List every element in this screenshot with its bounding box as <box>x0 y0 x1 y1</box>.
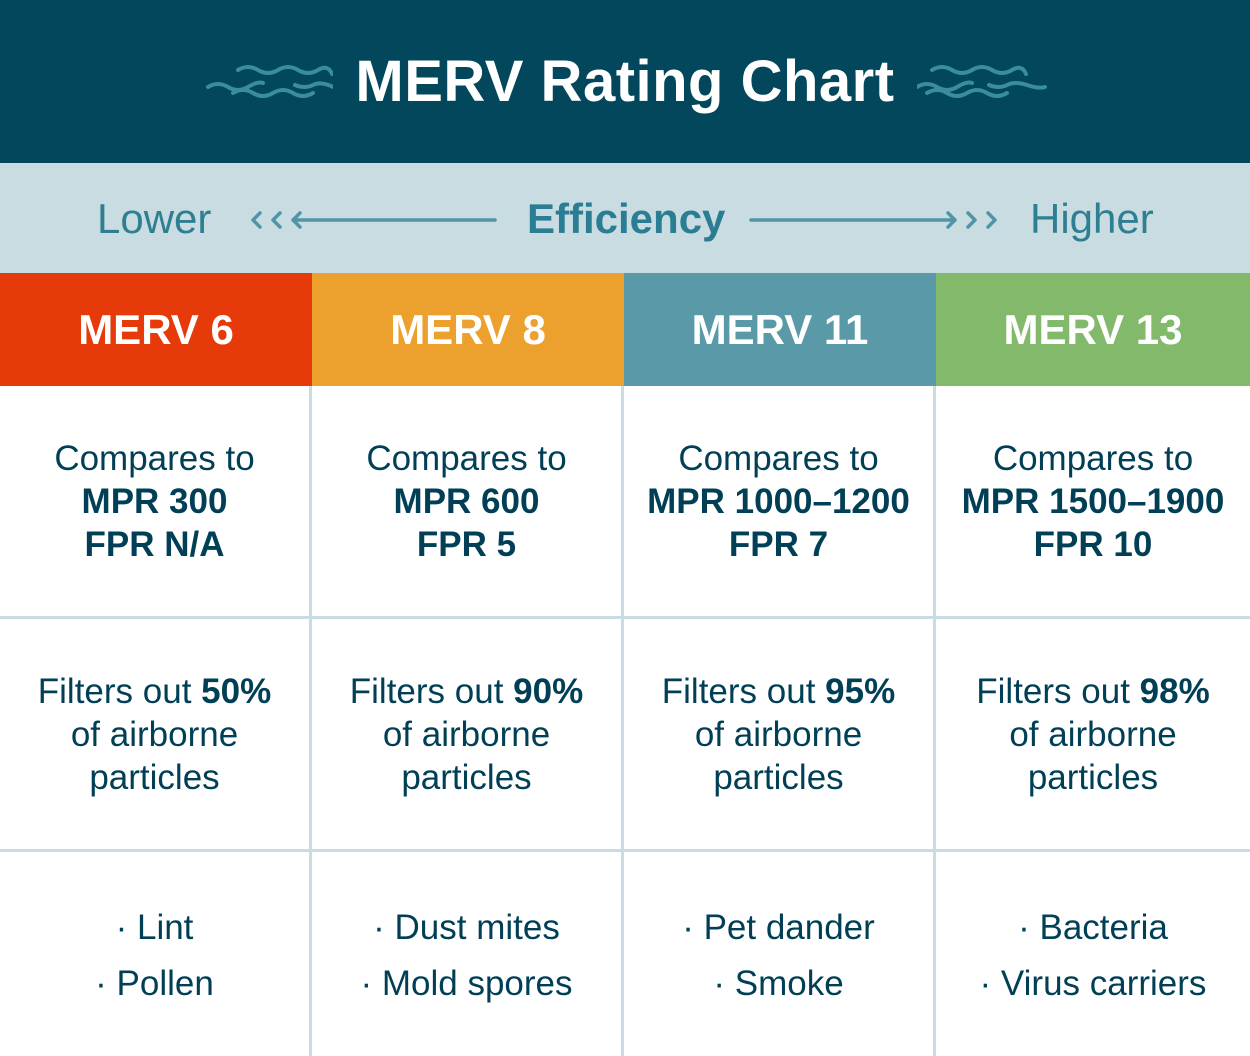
filters-text: particles <box>713 757 844 797</box>
filter-percent: 98% <box>1139 671 1210 711</box>
merv-header: MERV 13 <box>936 273 1250 386</box>
filters-text: Filters out <box>661 671 826 711</box>
arrow-right-icon <box>749 211 997 229</box>
filter-percent: 50% <box>201 671 272 711</box>
list-item: · Pollen <box>95 964 214 1003</box>
fpr-value: FPR 10 <box>1033 524 1153 564</box>
waves-icon <box>916 64 1047 98</box>
arrow-left-icon <box>251 211 497 229</box>
mpr-value: MPR 1500–1900 <box>961 481 1225 521</box>
lower-label: Lower <box>97 195 212 242</box>
filters-text: of airborne <box>382 714 551 754</box>
filters-cell: Filters out 90% of airborne particles <box>312 619 624 852</box>
filters-cell: Filters out 98% of airborne particles <box>936 619 1250 852</box>
header: MERV Rating Chart <box>0 0 1250 163</box>
merv-header: MERV 6 <box>0 273 312 386</box>
particles-cell: · Bacteria · Virus carriers <box>936 852 1250 1056</box>
list-item: · Pet dander <box>682 908 875 947</box>
compares-label: Compares to <box>678 438 879 478</box>
page-title: MERV Rating Chart <box>355 49 895 114</box>
filters-cell: Filters out 95% of airborne particles <box>624 619 936 852</box>
higher-label: Higher <box>1030 195 1154 242</box>
compares-cell: Compares to MPR 1000–1200 FPR 7 <box>624 386 936 619</box>
filters-text: of airborne <box>694 714 863 754</box>
particles-cell: · Pet dander · Smoke <box>624 852 936 1056</box>
merv-header: MERV 8 <box>312 273 624 386</box>
filters-text: of airborne <box>70 714 239 754</box>
compares-label: Compares to <box>366 438 567 478</box>
merv-header: MERV 11 <box>624 273 936 386</box>
fpr-value: FPR N/A <box>84 524 225 564</box>
fpr-value: FPR 7 <box>728 524 829 564</box>
compares-label: Compares to <box>54 438 255 478</box>
mpr-value: MPR 1000–1200 <box>647 481 910 521</box>
filters-text: particles <box>89 757 220 797</box>
fpr-value: FPR 5 <box>416 524 517 564</box>
efficiency-band: Lower Efficiency Higher <box>0 163 1250 273</box>
filters-text: Filters out <box>37 671 202 711</box>
list-item: · Virus carriers <box>979 964 1207 1003</box>
merv-table: MERV 6 MERV 8 MERV 11 MERV 13 Compares to MPR… <box>0 273 1250 1056</box>
particles-cell: · Lint · Pollen <box>0 852 312 1056</box>
particles-cell: · Dust mites · Mold spores <box>312 852 624 1056</box>
mpr-value: MPR 300 <box>81 481 228 521</box>
compares-cell: Compares to MPR 1500–1900 FPR 10 <box>936 386 1250 619</box>
compares-cell: Compares to MPR 600 FPR 5 <box>312 386 624 619</box>
list-item: · Bacteria <box>1018 908 1168 947</box>
filters-cell: Filters out 50% of airborne particles <box>0 619 312 852</box>
list-item: · Dust mites <box>373 908 560 947</box>
mpr-value: MPR 600 <box>393 481 540 521</box>
list-item: · Mold spores <box>360 964 573 1003</box>
filters-text: Filters out <box>976 671 1140 711</box>
efficiency-label: Efficiency <box>527 195 726 242</box>
filters-text: particles <box>1027 757 1159 797</box>
filter-percent: 90% <box>513 671 584 711</box>
filters-text: Filters out <box>349 671 514 711</box>
filters-text: of airborne <box>1009 714 1177 754</box>
filters-text: particles <box>401 757 532 797</box>
waves-icon <box>206 64 334 98</box>
list-item: · Smoke <box>713 964 844 1003</box>
list-item: · Lint <box>115 908 194 947</box>
compares-label: Compares to <box>992 438 1194 478</box>
compares-cell: Compares to MPR 300 FPR N/A <box>0 386 312 619</box>
filter-percent: 95% <box>825 671 896 711</box>
